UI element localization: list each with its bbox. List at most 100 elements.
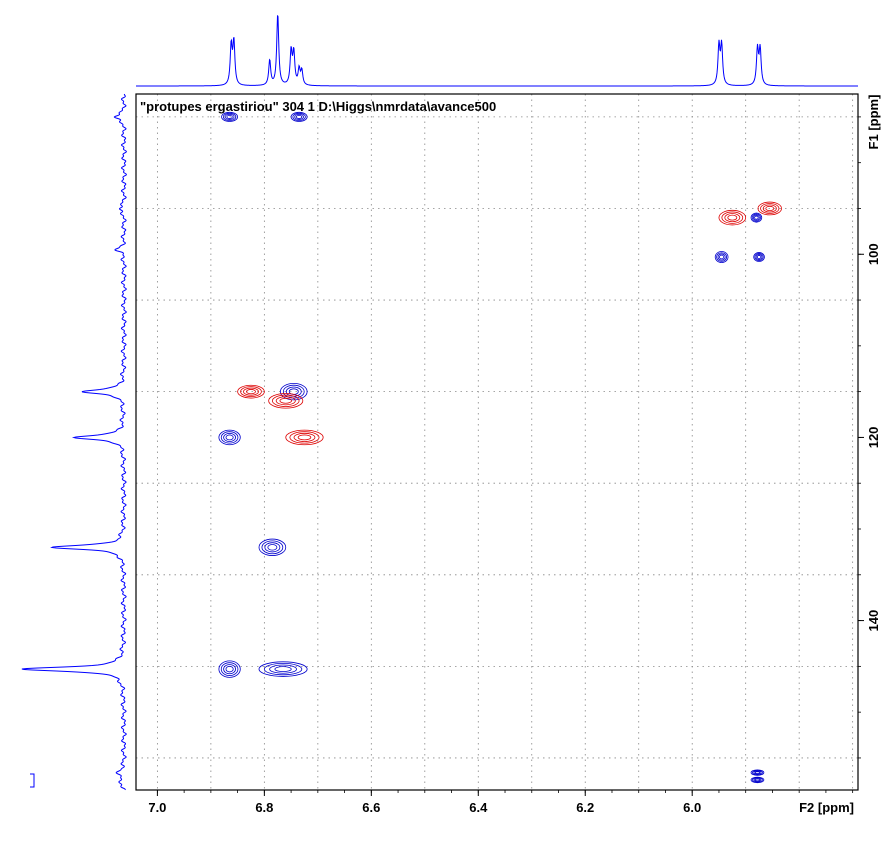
contour-peak bbox=[718, 209, 747, 226]
x-tick-label: 6.2 bbox=[576, 800, 594, 815]
contour-level bbox=[717, 253, 726, 261]
contour-level bbox=[756, 255, 762, 259]
bracket-marker bbox=[30, 773, 35, 788]
contour-level bbox=[752, 214, 760, 221]
chart-title: "protupes ergastiriou" 304 1 D:\Higgs\nm… bbox=[140, 99, 496, 114]
contour-level bbox=[269, 664, 297, 674]
x-tick-label: 6.8 bbox=[255, 800, 273, 815]
contour-level bbox=[225, 434, 234, 441]
contour-peak bbox=[237, 384, 265, 399]
contour-level bbox=[237, 384, 265, 399]
contour-level bbox=[295, 114, 303, 119]
f1-projection-layer bbox=[21, 93, 127, 791]
contour-peak bbox=[757, 201, 782, 216]
contour-level bbox=[223, 432, 236, 442]
contour-level bbox=[222, 112, 237, 121]
plot-frame bbox=[135, 93, 859, 791]
contour-peak bbox=[258, 538, 287, 556]
contour-level bbox=[297, 434, 312, 441]
x-axis-label: F2 [ppm] bbox=[799, 800, 854, 815]
contour-level bbox=[279, 382, 308, 401]
contour-level bbox=[285, 429, 324, 446]
contour-level bbox=[282, 384, 305, 399]
x-tick-label: 6.4 bbox=[469, 800, 488, 815]
contour-level bbox=[221, 111, 239, 122]
contour-level bbox=[294, 113, 305, 120]
contour-level bbox=[220, 662, 239, 676]
contour-peak bbox=[290, 111, 308, 122]
contour-peak bbox=[714, 251, 729, 263]
contour-level bbox=[762, 204, 777, 213]
contour-peak bbox=[750, 769, 765, 776]
contour-level bbox=[289, 431, 320, 444]
contour-level bbox=[264, 542, 281, 553]
contour-level bbox=[275, 396, 296, 406]
contour-level bbox=[225, 665, 234, 673]
contour-level bbox=[292, 112, 306, 121]
contour-level bbox=[268, 393, 304, 409]
contour-peak bbox=[218, 429, 241, 446]
contour-peak bbox=[268, 393, 304, 409]
contour-level bbox=[757, 201, 782, 216]
contour-peak bbox=[750, 776, 765, 784]
contour-level bbox=[279, 397, 292, 404]
y-tick-label: 100 bbox=[866, 243, 881, 265]
x-tick-label: 6.0 bbox=[683, 800, 701, 815]
x-tick-label: 7.0 bbox=[148, 800, 166, 815]
contour-level bbox=[721, 211, 744, 224]
contour-level bbox=[750, 212, 763, 223]
contour-level bbox=[724, 213, 741, 223]
contour-level bbox=[718, 209, 747, 226]
contour-peak bbox=[753, 252, 765, 262]
grid-layer bbox=[136, 94, 858, 790]
contour-level bbox=[752, 777, 763, 783]
contour-level bbox=[240, 386, 262, 398]
contour-level bbox=[243, 387, 259, 396]
y-tick-label: 140 bbox=[866, 610, 881, 632]
contour-level bbox=[220, 431, 239, 444]
contour-level bbox=[752, 770, 763, 776]
contour-level bbox=[218, 660, 241, 678]
contour-level bbox=[760, 203, 780, 214]
contour-peak bbox=[218, 660, 241, 678]
contour-level bbox=[290, 111, 308, 122]
f2-projection-layer bbox=[136, 15, 858, 87]
contour-peak bbox=[258, 661, 308, 677]
contour-level bbox=[716, 252, 728, 262]
contour-peak bbox=[750, 212, 763, 223]
contour-peak bbox=[285, 429, 324, 446]
f2-projection-trace bbox=[136, 15, 858, 87]
contour-level bbox=[223, 664, 236, 675]
contour-level bbox=[753, 770, 762, 775]
contour-level bbox=[267, 544, 278, 551]
contour-level bbox=[753, 252, 765, 262]
contour-level bbox=[765, 205, 775, 212]
contour-peak bbox=[221, 111, 239, 122]
contour-peak bbox=[279, 382, 308, 401]
y-axis-label: F1 [ppm] bbox=[866, 95, 881, 150]
contour-level bbox=[750, 776, 765, 784]
contour-level bbox=[727, 214, 738, 221]
contour-level bbox=[258, 661, 308, 677]
contour-level bbox=[274, 666, 292, 673]
contour-level bbox=[261, 540, 284, 555]
contour-level bbox=[754, 771, 761, 774]
f1-projection-trace bbox=[21, 93, 127, 791]
contour-level bbox=[293, 432, 316, 442]
contour-level bbox=[753, 777, 762, 782]
x-axis: 7.0 6.8 6.6 6.4 6.2 6.0 bbox=[148, 790, 854, 815]
contour-level bbox=[751, 213, 761, 222]
contour-level bbox=[754, 778, 761, 782]
x-tick-label: 6.6 bbox=[362, 800, 380, 815]
contour-level bbox=[750, 769, 765, 776]
contour-level bbox=[271, 394, 300, 407]
contour-level bbox=[754, 215, 759, 220]
contour-level bbox=[714, 251, 729, 263]
y-axis: 100 120 140 bbox=[858, 116, 881, 759]
contour-level bbox=[246, 389, 256, 395]
contour-level bbox=[719, 254, 725, 260]
contour-level bbox=[263, 663, 303, 676]
contour-level bbox=[754, 253, 764, 261]
y-tick-label: 120 bbox=[866, 427, 881, 449]
